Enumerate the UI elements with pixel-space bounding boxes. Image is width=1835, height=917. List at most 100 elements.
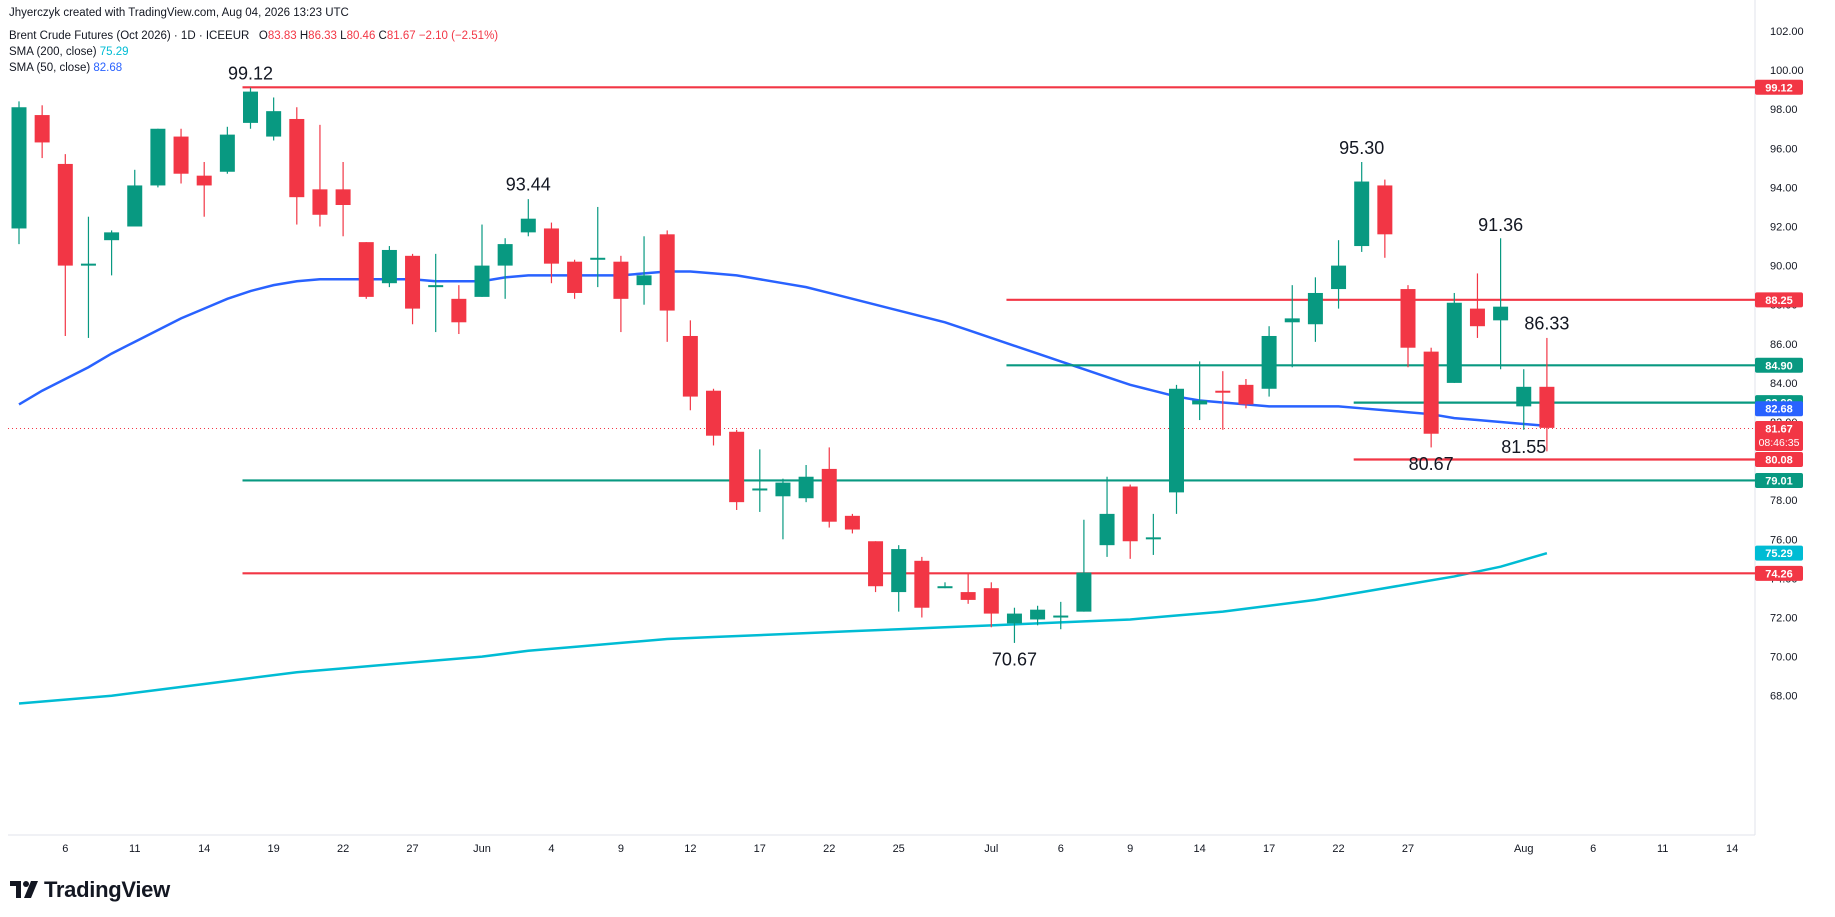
x-tick-label: 27 xyxy=(1402,843,1414,855)
price-badge[interactable] xyxy=(1755,420,1803,451)
price-badge[interactable] xyxy=(1755,292,1803,308)
candle-body[interactable] xyxy=(1284,318,1300,323)
candle-body[interactable] xyxy=(868,541,884,587)
y-tick-label: 100.00 xyxy=(1770,65,1804,77)
candle-body[interactable] xyxy=(590,257,606,260)
candle-body[interactable] xyxy=(682,335,698,397)
candle-body[interactable] xyxy=(1053,615,1069,618)
candle-body[interactable] xyxy=(636,275,652,286)
high-label: H xyxy=(299,30,309,42)
candle-body[interactable] xyxy=(1493,306,1509,321)
candle-body[interactable] xyxy=(1030,609,1046,620)
price-annotation: 70.67 xyxy=(992,650,1037,670)
candle-body[interactable] xyxy=(937,586,953,589)
candle-body[interactable] xyxy=(613,261,629,299)
candle-body[interactable] xyxy=(1122,486,1138,542)
candle-body[interactable] xyxy=(706,390,721,436)
close-value: 81.67 xyxy=(386,30,416,42)
candle-body[interactable] xyxy=(1006,613,1022,624)
change-value: −2.10 (−2.51%) xyxy=(418,30,499,42)
sma200-line xyxy=(18,551,1548,705)
candle-body[interactable] xyxy=(1539,386,1555,428)
candle-body[interactable] xyxy=(289,118,305,198)
candle-body[interactable] xyxy=(243,91,258,123)
candle-body[interactable] xyxy=(1446,302,1462,383)
candle-body[interactable] xyxy=(428,285,444,288)
candle-body[interactable] xyxy=(1516,386,1532,407)
candle-body[interactable] xyxy=(960,592,976,600)
candle-body[interactable] xyxy=(914,560,930,608)
candle-body[interactable] xyxy=(451,298,467,323)
candle-body[interactable] xyxy=(821,468,837,522)
candle-body[interactable] xyxy=(150,128,166,186)
price-badge[interactable] xyxy=(1755,565,1803,581)
candle-body[interactable] xyxy=(1192,400,1208,405)
y-tick-label: 92.00 xyxy=(1770,222,1798,234)
price-annotation: 95.30 xyxy=(1339,138,1384,158)
candle-body[interactable] xyxy=(844,515,860,530)
x-tick-label: 27 xyxy=(406,843,418,855)
candle-body[interactable] xyxy=(1400,289,1416,348)
candle-body[interactable] xyxy=(497,244,513,266)
candle-body[interactable] xyxy=(196,175,212,186)
candle-body[interactable] xyxy=(80,263,96,266)
candle-body[interactable] xyxy=(1261,335,1277,389)
candle-body[interactable] xyxy=(173,136,189,174)
candle-body[interactable] xyxy=(104,232,120,241)
price-annotation: 93.44 xyxy=(506,174,551,194)
y-tick-label: 102.00 xyxy=(1770,26,1804,38)
candle-body[interactable] xyxy=(659,234,675,311)
candle-body[interactable] xyxy=(358,242,374,297)
candle-body[interactable] xyxy=(34,115,50,143)
tradingview-logo[interactable]: TradingView xyxy=(10,877,170,903)
candle-body[interactable] xyxy=(1169,388,1184,493)
sma50-line xyxy=(18,270,1548,428)
candle-body[interactable] xyxy=(1238,384,1254,405)
open-label: O xyxy=(258,30,268,42)
candle-body[interactable] xyxy=(543,228,559,264)
candle-body[interactable] xyxy=(57,163,73,266)
candle-body[interactable] xyxy=(798,476,814,499)
price-badge[interactable] xyxy=(1755,452,1803,468)
candle-body[interactable] xyxy=(567,261,583,293)
candle-body[interactable] xyxy=(405,255,421,309)
symbol-name[interactable]: Brent Crude Futures (Oct 2026) · 1D · IC… xyxy=(9,30,250,42)
sma200-value: 75.29 xyxy=(99,46,129,58)
tradingview-logo-icon xyxy=(10,881,38,898)
sma200-legend[interactable]: SMA (200, close) 75.29 xyxy=(9,46,129,58)
price-badge[interactable] xyxy=(1755,401,1803,417)
price-badge-label: 74.26 xyxy=(1765,568,1793,580)
candle-body[interactable] xyxy=(520,218,536,233)
candle-body[interactable] xyxy=(266,111,282,137)
candle-body[interactable] xyxy=(1469,308,1485,327)
candle-body[interactable] xyxy=(891,549,907,593)
candle-body[interactable] xyxy=(1307,292,1323,325)
candle-body[interactable] xyxy=(11,107,27,229)
candle-body[interactable] xyxy=(1331,265,1347,290)
price-badge[interactable] xyxy=(1755,79,1803,95)
candle-body[interactable] xyxy=(1354,181,1370,247)
candle-body[interactable] xyxy=(729,431,745,503)
candle-body[interactable] xyxy=(381,249,397,284)
candle-body[interactable] xyxy=(752,488,768,491)
sma50-legend[interactable]: SMA (50, close) 82.68 xyxy=(9,62,122,74)
candle-body[interactable] xyxy=(1423,351,1439,434)
candle-body[interactable] xyxy=(474,265,490,297)
candle-body[interactable] xyxy=(1215,390,1231,393)
price-chart[interactable]: 68.0070.0072.0074.0076.0078.0080.0082.00… xyxy=(0,0,1835,870)
price-badge[interactable] xyxy=(1755,545,1803,561)
candle-body[interactable] xyxy=(983,588,999,614)
candle-body[interactable] xyxy=(1377,185,1393,235)
price-badge[interactable] xyxy=(1755,472,1803,488)
candle-body[interactable] xyxy=(335,189,351,205)
candle-body[interactable] xyxy=(219,134,235,172)
y-tick-label: 70.00 xyxy=(1770,652,1798,664)
candle-body[interactable] xyxy=(1076,572,1092,612)
candle-body[interactable] xyxy=(1099,513,1115,546)
candle-body[interactable] xyxy=(127,185,143,227)
candle-body[interactable] xyxy=(312,189,328,215)
x-tick-label: 14 xyxy=(198,843,210,855)
candle-body[interactable] xyxy=(1145,537,1161,540)
price-badge[interactable] xyxy=(1755,357,1803,373)
candle-body[interactable] xyxy=(775,482,791,497)
